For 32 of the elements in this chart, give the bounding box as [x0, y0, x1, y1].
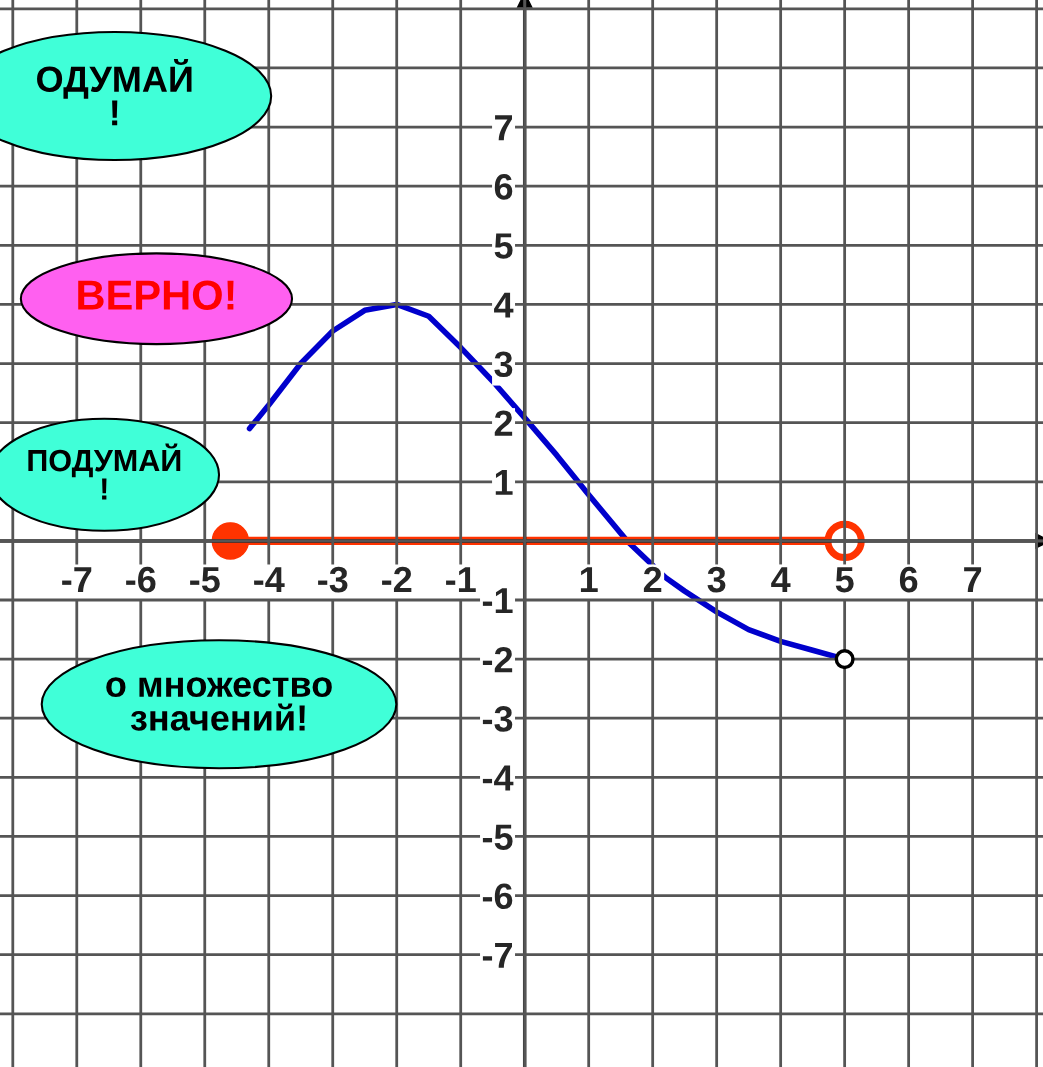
- x-tick-label: -7: [62, 567, 92, 593]
- annotation: ПОДУМАЙ !: [28, 443, 181, 500]
- annotation: ОДУМАЙ !: [37, 58, 192, 126]
- x-tick-label: 7: [964, 567, 982, 593]
- y-tick-label: 7: [495, 115, 512, 141]
- y-tick-label: 3: [494, 351, 513, 378]
- x-tick-label: 2: [643, 566, 662, 593]
- x-tick-label: -1: [446, 567, 476, 593]
- x-tick-label: 6: [899, 566, 918, 593]
- x-tick-label: 1: [580, 567, 598, 593]
- x-tick-label: -4: [254, 567, 285, 593]
- y-tick-label: -3: [482, 706, 513, 732]
- x-tick-label: -6: [126, 566, 156, 593]
- x-tick-label: 4: [771, 567, 791, 593]
- annotation: о множество значений!: [106, 677, 332, 731]
- x-tick-label: 3: [707, 566, 726, 593]
- y-tick-label: -2: [482, 646, 513, 673]
- x-tick-label: -5: [190, 567, 220, 593]
- x-tick-label: 5: [835, 567, 854, 593]
- x-tick-label: -2: [382, 566, 412, 593]
- y-tick-label: -4: [482, 765, 514, 791]
- y-tick-label: -6: [482, 883, 513, 910]
- y-tick-label: 6: [494, 174, 513, 200]
- x-tick-label: -3: [318, 566, 348, 593]
- y-tick-label: -7: [482, 942, 512, 968]
- y-tick-label: 1: [495, 470, 513, 495]
- y-tick-label: 2: [494, 410, 513, 436]
- y-tick-label: -5: [482, 824, 513, 850]
- y-tick-label: -1: [482, 588, 513, 614]
- y-tick-label: 5: [494, 233, 513, 259]
- y-tick-label: 4: [494, 292, 514, 318]
- annotation: ВЕРНО!: [78, 280, 234, 310]
